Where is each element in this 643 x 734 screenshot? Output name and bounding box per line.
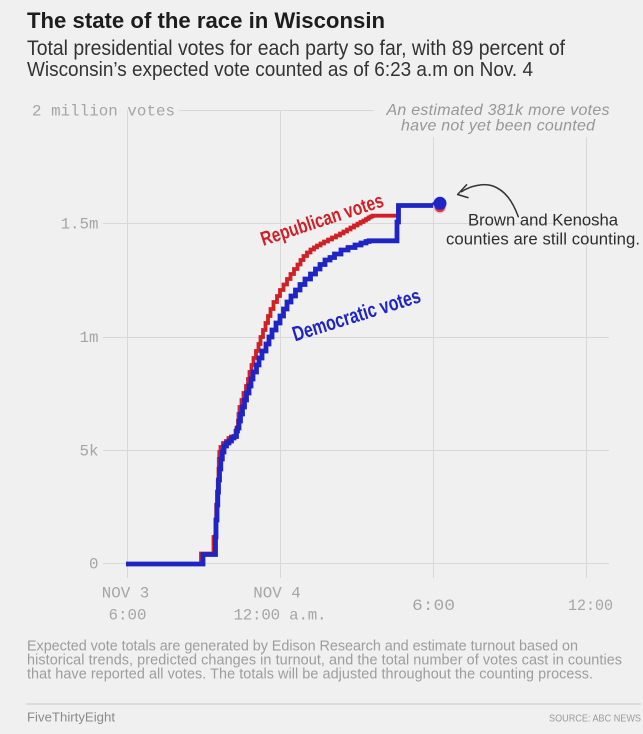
svg-text:Expected vote totals are gener: Expected vote totals are generated by Ed… [27,639,578,655]
svg-text:12:00: 12:00 [568,597,613,615]
svg-text:6:00: 6:00 [109,607,147,625]
svg-text:counties are still counting.: counties are still counting. [446,230,640,249]
svg-text:12:00 a.m.: 12:00 a.m. [234,607,327,625]
svg-text:6:00: 6:00 [412,597,455,615]
svg-text:SOURCE: ABC NEWS: SOURCE: ABC NEWS [549,713,641,725]
svg-text:Brown and Kenosha: Brown and Kenosha [468,211,619,230]
svg-text:An estimated 381k more votes: An estimated 381k more votes [386,102,610,119]
svg-text:1m: 1m [80,329,99,347]
svg-text:0: 0 [89,556,98,574]
svg-text:5k: 5k [80,443,99,461]
svg-text:have not yet been counted: have not yet been counted [401,118,596,135]
svg-text:FiveThirtyEight: FiveThirtyEight [27,710,115,725]
svg-text:The state of the race in Wisco: The state of the race in Wisconsin [27,8,385,33]
svg-text:historical trends, predicted c: historical trends, predicted changes in … [27,653,622,669]
svg-text:1.5m: 1.5m [61,216,99,234]
svg-text:NOV 4: NOV 4 [253,585,300,603]
svg-text:Wisconsin’s expected vote coun: Wisconsin’s expected vote counted as of … [27,58,533,81]
svg-text:that have reported all votes.: that have reported all votes. The totals… [27,667,593,683]
svg-text:2 million votes: 2 million votes [32,103,175,121]
svg-text:Total presidential votes for e: Total presidential votes for each party … [27,37,565,60]
svg-text:NOV 3: NOV 3 [102,585,149,603]
